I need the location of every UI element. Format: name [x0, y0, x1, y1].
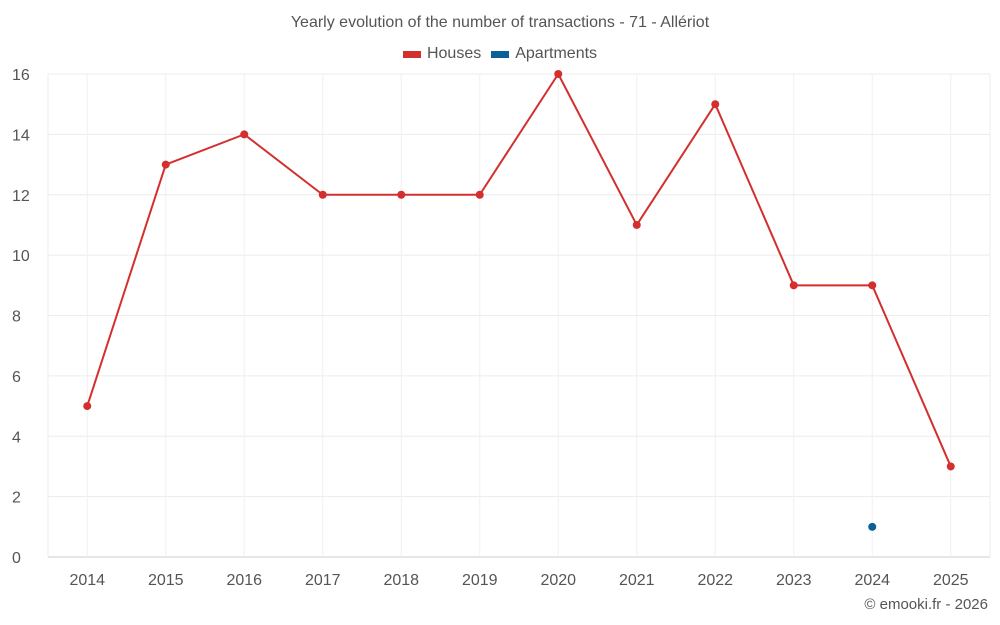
chart-title: Yearly evolution of the number of transa… [290, 14, 710, 31]
y-tick-label-8: 8 [12, 309, 21, 326]
data-point-houses-2014 [83, 402, 92, 411]
legend-label-apartments: Apartments [515, 45, 598, 62]
data-point-houses-2020 [554, 70, 563, 78]
y-tick-label-14: 14 [12, 127, 30, 144]
data-point-houses-2015 [161, 160, 170, 169]
x-tick-label-2018: 2018 [383, 572, 419, 589]
x-tick-label-2016: 2016 [226, 572, 262, 589]
x-tick-label-2015: 2015 [148, 572, 184, 589]
x-tick-label-2022: 2022 [697, 572, 733, 589]
data-point-houses-2018 [397, 190, 406, 199]
y-tick-label-12: 12 [12, 188, 30, 205]
data-point-houses-2019 [475, 190, 484, 199]
y-tick-label-16: 16 [12, 67, 30, 84]
legend-item-houses[interactable]: Houses [402, 45, 482, 63]
data-point-houses-2025 [946, 462, 955, 471]
y-tick-label-10: 10 [12, 248, 30, 265]
x-tick-label-2021: 2021 [619, 572, 655, 589]
y-tick-label-6: 6 [12, 369, 21, 386]
legend-swatch-houses [402, 50, 421, 58]
x-tick-label-2024: 2024 [854, 572, 890, 589]
x-tick-label-2023: 2023 [776, 572, 812, 589]
y-tick-label-2: 2 [12, 490, 21, 507]
legend-label-houses: Houses [426, 45, 482, 62]
x-tick-label-2014: 2014 [69, 572, 105, 589]
x-tick-label-2019: 2019 [462, 572, 498, 589]
copyright-watermark: © emooki.fr - 2026 [864, 596, 988, 613]
data-point-houses-2021 [632, 220, 641, 229]
chart-legend: Houses Apartments [0, 45, 1000, 63]
legend-item-apartments[interactable]: Apartments [491, 45, 597, 63]
x-tick-label-2017: 2017 [305, 572, 341, 589]
data-point-apartments-2024 [868, 522, 877, 531]
data-point-houses-2017 [318, 190, 327, 199]
data-point-houses-2023 [789, 281, 798, 290]
data-point-houses-2022 [711, 100, 720, 109]
y-tick-label-0: 0 [12, 550, 21, 567]
y-tick-label-4: 4 [12, 429, 21, 446]
data-point-houses-2024 [868, 281, 877, 290]
legend-swatch-apartments [491, 50, 510, 58]
data-point-houses-2016 [240, 130, 249, 139]
series-line-houses [86, 73, 952, 467]
x-tick-label-2020: 2020 [540, 572, 576, 589]
x-tick-label-2025: 2025 [933, 572, 969, 589]
